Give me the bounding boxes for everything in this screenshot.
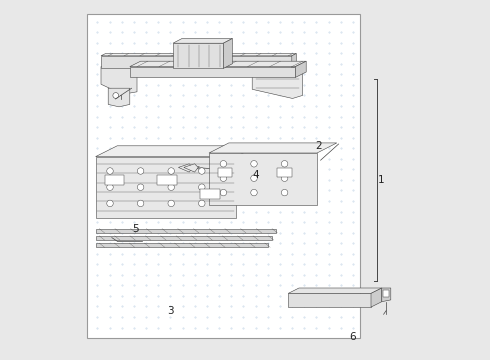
Polygon shape bbox=[382, 288, 391, 302]
Circle shape bbox=[281, 161, 288, 167]
Text: 4: 4 bbox=[252, 170, 259, 180]
Polygon shape bbox=[108, 88, 130, 107]
Bar bbox=[87, 14, 360, 338]
Circle shape bbox=[137, 168, 144, 174]
Polygon shape bbox=[178, 164, 193, 172]
Polygon shape bbox=[252, 65, 303, 99]
Polygon shape bbox=[209, 143, 337, 153]
Bar bbox=[96, 229, 275, 233]
Circle shape bbox=[113, 93, 119, 98]
Bar bbox=[200, 189, 220, 199]
Text: 2: 2 bbox=[315, 141, 322, 151]
Circle shape bbox=[251, 161, 257, 167]
Polygon shape bbox=[202, 56, 292, 68]
Polygon shape bbox=[209, 153, 317, 205]
Polygon shape bbox=[292, 54, 296, 68]
Text: 6: 6 bbox=[350, 332, 356, 342]
Polygon shape bbox=[130, 61, 306, 67]
Circle shape bbox=[220, 161, 227, 167]
Polygon shape bbox=[101, 54, 196, 56]
Circle shape bbox=[220, 189, 227, 196]
Circle shape bbox=[281, 175, 288, 181]
Circle shape bbox=[107, 168, 113, 174]
Circle shape bbox=[281, 189, 288, 196]
Circle shape bbox=[251, 189, 257, 196]
Circle shape bbox=[198, 168, 205, 174]
Polygon shape bbox=[96, 157, 236, 218]
Circle shape bbox=[168, 200, 174, 207]
Polygon shape bbox=[288, 293, 371, 307]
Bar bbox=[96, 243, 269, 247]
Polygon shape bbox=[173, 39, 232, 43]
Text: 5: 5 bbox=[132, 224, 139, 234]
Circle shape bbox=[137, 200, 144, 207]
Polygon shape bbox=[184, 164, 198, 172]
Polygon shape bbox=[130, 67, 295, 77]
Polygon shape bbox=[101, 56, 191, 68]
Circle shape bbox=[168, 168, 174, 174]
Bar bbox=[157, 175, 176, 185]
Bar bbox=[104, 175, 124, 185]
Bar bbox=[96, 236, 272, 240]
Circle shape bbox=[107, 184, 113, 190]
Text: 3: 3 bbox=[168, 306, 174, 316]
Polygon shape bbox=[101, 67, 137, 94]
Text: 1: 1 bbox=[378, 175, 385, 185]
Circle shape bbox=[251, 175, 257, 181]
Polygon shape bbox=[288, 288, 382, 293]
Circle shape bbox=[198, 184, 205, 190]
Polygon shape bbox=[295, 61, 306, 77]
Bar bbox=[218, 168, 232, 177]
Bar bbox=[383, 290, 389, 297]
Polygon shape bbox=[96, 146, 258, 157]
Circle shape bbox=[220, 175, 227, 181]
Polygon shape bbox=[173, 43, 223, 68]
Circle shape bbox=[168, 184, 174, 190]
Polygon shape bbox=[223, 39, 232, 68]
Circle shape bbox=[107, 200, 113, 207]
Bar bbox=[277, 168, 292, 177]
Circle shape bbox=[198, 200, 205, 207]
Circle shape bbox=[137, 184, 144, 190]
Polygon shape bbox=[191, 54, 196, 68]
Polygon shape bbox=[371, 288, 382, 307]
Polygon shape bbox=[202, 54, 296, 56]
